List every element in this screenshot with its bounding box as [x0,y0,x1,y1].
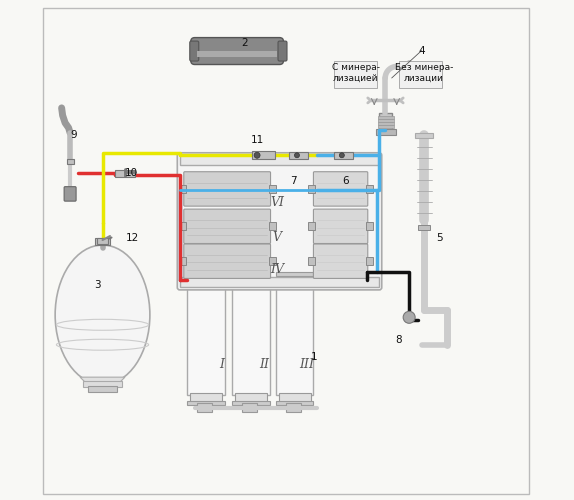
Bar [276,285,313,395]
Text: 1: 1 [311,352,318,362]
Bar [378,122,394,125]
Bar [235,274,267,285]
Bar [232,400,270,404]
Ellipse shape [55,245,150,384]
FancyBboxPatch shape [313,209,368,244]
Text: С минера-
лизацией: С минера- лизацией [332,63,380,83]
Text: Без минера-
лизации: Без минера- лизации [395,63,453,83]
Bar [276,272,313,276]
Bar [269,222,276,230]
Bar [308,185,316,193]
Bar [190,274,222,285]
Bar [269,257,276,265]
Bar [96,238,108,244]
Text: 11: 11 [250,136,263,145]
Text: II: II [259,358,270,371]
Bar [376,130,395,136]
Text: 12: 12 [126,232,139,242]
FancyBboxPatch shape [313,172,368,206]
Text: V: V [273,231,281,244]
Bar [88,386,118,392]
Bar [418,225,430,230]
FancyBboxPatch shape [191,38,284,64]
Bar [378,126,394,128]
FancyBboxPatch shape [184,244,270,278]
Bar [378,120,394,122]
Bar [235,393,267,402]
Bar [187,285,224,395]
Text: 3: 3 [94,280,101,290]
Text: 10: 10 [125,168,138,177]
FancyBboxPatch shape [313,244,368,278]
Text: IV: IV [270,264,284,276]
Text: 8: 8 [395,335,402,345]
Circle shape [254,152,260,158]
Bar [379,113,391,133]
Bar [366,257,373,265]
Circle shape [339,153,344,158]
Text: 6: 6 [342,176,348,186]
Bar [180,156,379,165]
FancyBboxPatch shape [190,41,199,61]
Text: VI: VI [270,196,284,209]
Circle shape [403,312,415,324]
Text: 2: 2 [241,38,248,48]
Bar [187,400,224,404]
Bar [335,60,377,88]
Text: III: III [300,358,315,371]
Bar [179,257,186,265]
Bar [278,274,311,285]
Bar [232,272,270,276]
Text: 9: 9 [70,130,77,140]
Bar [289,152,308,159]
Bar [179,222,186,230]
Bar [190,393,222,402]
Bar [232,285,270,395]
Bar [378,116,394,119]
Bar [366,222,373,230]
Bar [308,222,316,230]
Bar [179,185,186,193]
Bar [308,257,316,265]
FancyBboxPatch shape [64,186,76,201]
FancyBboxPatch shape [184,172,270,206]
Text: I: I [220,358,224,371]
Bar [366,185,373,193]
Text: 5: 5 [436,232,443,242]
FancyBboxPatch shape [177,153,382,290]
Bar [269,185,276,193]
Text: 7: 7 [290,176,297,186]
Bar [197,51,277,57]
Bar [187,272,224,276]
Circle shape [294,153,300,158]
Bar [83,381,122,387]
Bar [399,60,441,88]
Bar [197,403,212,412]
Bar [335,152,354,159]
Bar [286,403,301,412]
Text: 4: 4 [418,46,425,56]
Bar [115,170,135,176]
Bar [278,393,311,402]
Polygon shape [80,377,125,382]
FancyBboxPatch shape [184,209,270,244]
Bar [242,403,257,412]
Bar [252,152,274,160]
Bar [276,400,313,404]
Bar [95,238,110,245]
Bar [415,133,433,138]
FancyBboxPatch shape [278,41,287,61]
Bar [180,278,379,287]
Bar [67,160,74,164]
